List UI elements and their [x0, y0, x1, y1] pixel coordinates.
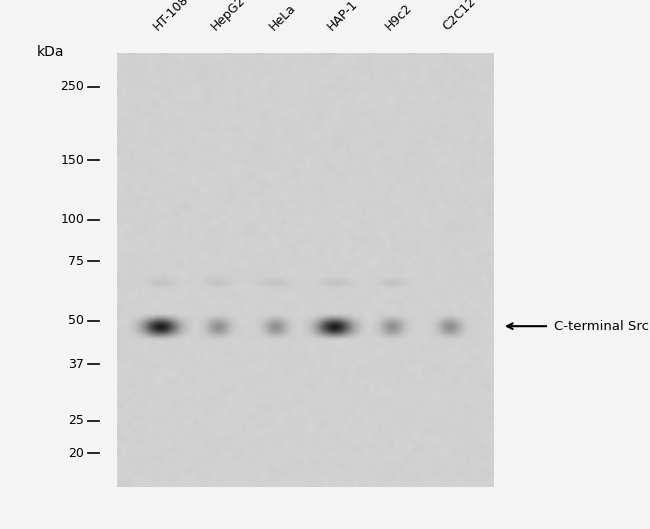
Text: HAP-1: HAP-1: [325, 0, 361, 33]
Text: 100: 100: [60, 213, 84, 226]
Text: 25: 25: [68, 414, 84, 427]
Text: 50: 50: [68, 314, 84, 327]
Text: 250: 250: [60, 80, 84, 93]
Text: C-terminal Src kinase: C-terminal Src kinase: [554, 320, 650, 333]
Text: HT-1080: HT-1080: [151, 0, 198, 33]
Text: C2C12: C2C12: [441, 0, 479, 33]
Text: 20: 20: [68, 446, 84, 460]
Text: kDa: kDa: [37, 45, 64, 59]
Text: H9c2: H9c2: [383, 2, 415, 33]
Text: 37: 37: [68, 358, 84, 371]
Text: HeLa: HeLa: [266, 2, 298, 33]
Text: HepG2: HepG2: [209, 0, 248, 33]
Text: 75: 75: [68, 254, 84, 268]
Text: 150: 150: [60, 154, 84, 167]
